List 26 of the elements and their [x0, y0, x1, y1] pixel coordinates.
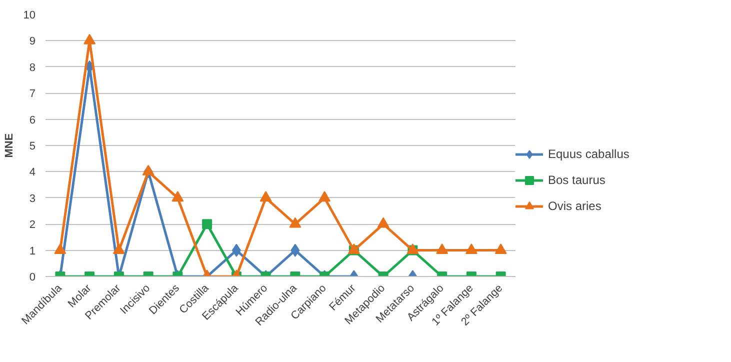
y-tick-label: 4 — [29, 166, 36, 179]
point — [377, 217, 390, 228]
y-tick-label: 9 — [29, 36, 36, 48]
point — [112, 243, 125, 254]
legend-label: Ovis aries — [548, 199, 602, 213]
y-tick-label: 10 — [23, 10, 36, 22]
point — [494, 243, 507, 254]
point — [318, 191, 331, 202]
y-tick-label: 5 — [29, 140, 36, 152]
y-tick-label: 0 — [29, 272, 36, 284]
y-tick-label: 1 — [29, 245, 36, 258]
y-tick-label: 6 — [29, 114, 36, 126]
legend-label: Equus caballus — [548, 147, 630, 161]
point — [465, 243, 478, 254]
y-tick-label: 8 — [29, 62, 36, 74]
y-axis-title: MNE — [3, 133, 16, 158]
y-tick-label: 3 — [29, 192, 36, 205]
point — [260, 191, 272, 202]
y-tick-label: 2 — [29, 219, 36, 232]
point — [289, 217, 302, 228]
point — [142, 164, 154, 176]
point — [54, 243, 66, 254]
point — [172, 191, 184, 202]
legend-label: Bos taurus — [548, 173, 606, 187]
point — [436, 243, 448, 254]
y-tick-label: 7 — [29, 88, 36, 100]
